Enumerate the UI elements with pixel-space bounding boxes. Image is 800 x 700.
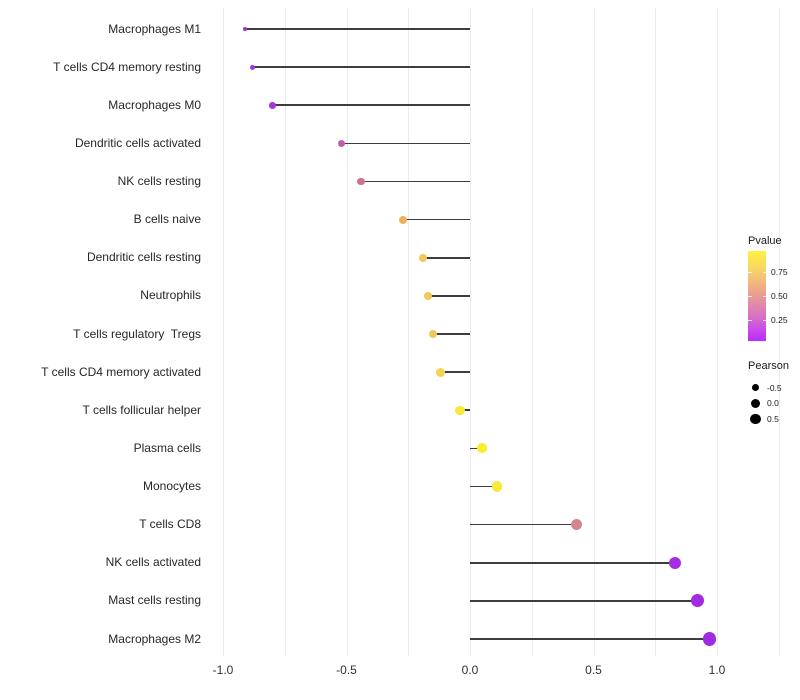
legend-pvalue-title: Pvalue: [748, 235, 782, 247]
lollipop-dot: [668, 556, 682, 569]
legend-pvalue: Pvalue 0.75 0.50 0.25: [748, 235, 800, 341]
lollipop-dot: [357, 177, 366, 186]
lollipop-dot: [418, 253, 428, 262]
x-axis-tick-label: 0.0: [461, 663, 479, 677]
lollipop-stem: [432, 333, 470, 335]
lollipop-dot: [702, 632, 717, 646]
lollipop-dot: [690, 594, 704, 608]
lollipop-dot: [428, 329, 438, 339]
lollipop-dot: [399, 215, 408, 224]
lollipop-dot: [455, 405, 465, 415]
lollipop-dot: [337, 139, 346, 148]
colorbar-tick-mark: [748, 296, 752, 297]
pvalue-colorbar: [748, 251, 766, 341]
colorbar-tick-mark: [762, 320, 766, 322]
category-label: Monocytes: [142, 479, 201, 493]
colorbar-tick-label: 0.75: [771, 266, 788, 277]
lollipop-dot: [423, 291, 433, 301]
category-label: Macrophages M2: [108, 631, 201, 646]
lollipop-stem: [470, 600, 698, 602]
category-label: T cells CD4 memory activated: [41, 364, 201, 379]
pearson-legend-dot: [751, 383, 760, 392]
category-label: Macrophages M0: [108, 97, 201, 112]
lollipop-stem: [252, 66, 470, 68]
lollipop-dot: [243, 26, 248, 32]
gridline: [778, 8, 780, 656]
lollipop-dot: [491, 481, 503, 492]
gridline: [284, 8, 286, 656]
pearson-legend-dot: [751, 398, 760, 408]
lollipop-stem: [272, 104, 470, 107]
gridline: [593, 8, 595, 656]
lollipop-stem: [470, 561, 675, 564]
lollipop-stem: [403, 218, 470, 221]
category-label: B cells naive: [133, 212, 201, 227]
lollipop-stem: [470, 638, 710, 640]
category-label: Mast cells resting: [108, 593, 201, 608]
colorbar-tick-label: 0.50: [771, 291, 788, 301]
category-label: NK cells activated: [105, 555, 201, 570]
lollipop-stem: [361, 180, 470, 183]
lollipop-stem: [460, 409, 470, 412]
lollipop-stem: [470, 447, 483, 450]
legend-pearson: Pearson -0.5 0.0 0.5: [748, 360, 800, 425]
category-label: Dendritic cells activated: [74, 135, 201, 150]
pearson-legend-dot: [750, 413, 761, 425]
pearson-legend-label: -0.5: [767, 382, 782, 393]
colorbar-tick-mark: [762, 296, 766, 297]
lollipop-dot: [477, 443, 488, 454]
lollipop-stem: [245, 28, 470, 30]
gridline: [346, 8, 348, 656]
category-label: T cells regulatory Tregs: [73, 326, 201, 341]
lollipop-stem: [428, 295, 470, 297]
category-label: Dendritic cells resting: [86, 250, 201, 265]
colorbar-tick-mark: [748, 320, 752, 322]
lollipop-dot: [250, 64, 256, 70]
gridline: [223, 8, 224, 656]
category-label: T cells CD8: [139, 517, 201, 532]
lollipop-stem: [341, 142, 470, 145]
lollipop-stem: [440, 371, 470, 373]
gridline: [470, 8, 471, 656]
gridline: [717, 8, 718, 656]
legend-pearson-title: Pearson: [748, 360, 789, 372]
x-axis-tick-label: -1.0: [212, 663, 234, 677]
category-label: Macrophages M1: [108, 21, 201, 36]
colorbar-tick-mark: [762, 271, 766, 273]
category-label: Neutrophils: [140, 288, 201, 303]
category-label: Plasma cells: [133, 440, 201, 455]
plot-panel: [206, 8, 790, 656]
category-label: NK cells resting: [117, 174, 201, 188]
gridline: [408, 8, 410, 656]
lollipop-dot: [570, 519, 582, 531]
x-axis-tick-label: 1.0: [708, 663, 726, 677]
lollipop-stem: [470, 485, 498, 488]
gridline: [531, 8, 533, 656]
x-axis-tick-label: 0.5: [585, 663, 602, 677]
lollipop-dot: [435, 367, 445, 377]
pearson-size-items: -0.5 0.0 0.5: [748, 360, 800, 440]
x-axis-tick-label: -0.5: [336, 663, 357, 677]
gridline: [655, 8, 657, 656]
pearson-legend-label: 0.0: [767, 398, 779, 409]
category-label: T cells follicular helper: [82, 402, 202, 417]
lollipop-dot: [269, 101, 276, 109]
lollipop-stem: [423, 256, 470, 259]
pearson-legend-label: 0.5: [767, 414, 779, 425]
colorbar-tick-label: 0.25: [771, 315, 788, 326]
category-label: T cells CD4 memory resting: [53, 59, 201, 74]
lollipop-stem: [470, 523, 577, 526]
colorbar-tick-mark: [748, 271, 752, 273]
